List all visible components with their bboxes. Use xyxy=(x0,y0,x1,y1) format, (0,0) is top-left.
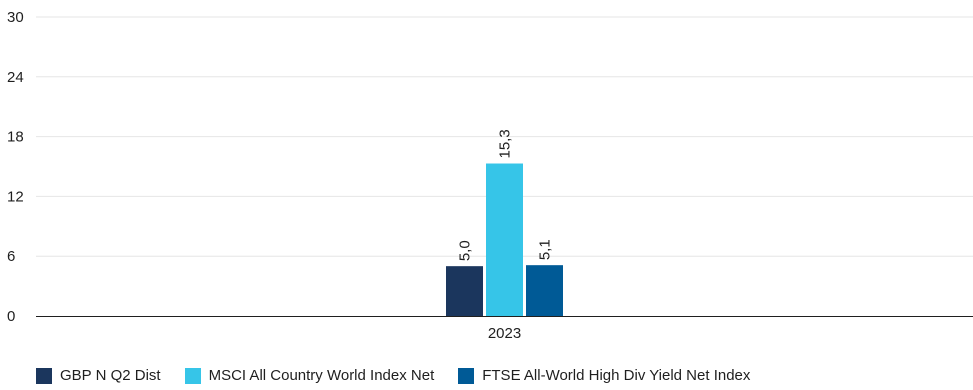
legend-item: MSCI All Country World Index Net xyxy=(184,367,435,384)
legend-item: GBP N Q2 Dist xyxy=(36,367,161,384)
y-axis-ticks: 0 6 12 18 24 30 xyxy=(7,9,24,325)
y-tick-label: 24 xyxy=(7,69,24,86)
bar xyxy=(486,163,523,316)
legend-label: MSCI All Country World Index Net xyxy=(208,367,435,384)
data-label: 5,1 xyxy=(537,239,554,260)
y-tick-label: 30 xyxy=(7,9,24,26)
bar xyxy=(526,265,563,316)
bar xyxy=(446,266,483,316)
y-tick-label: 6 xyxy=(7,248,15,265)
legend: GBP N Q2 Dist MSCI All Country World Inde… xyxy=(36,367,774,384)
legend-swatch xyxy=(184,367,201,384)
legend-swatch xyxy=(458,367,475,384)
y-tick-label: 0 xyxy=(7,308,15,325)
y-tick-label: 12 xyxy=(7,188,24,205)
legend-label: GBP N Q2 Dist xyxy=(60,367,161,384)
legend-swatch xyxy=(36,367,52,384)
bars xyxy=(446,163,563,316)
gridlines xyxy=(36,16,973,257)
y-tick-label: 18 xyxy=(7,129,24,146)
x-axis-ticks: 2023 xyxy=(488,325,521,342)
x-tick-label: 2023 xyxy=(488,325,521,342)
data-label: 5,0 xyxy=(457,240,474,261)
data-labels: 5,0 15,3 5,1 xyxy=(457,129,554,261)
data-label: 15,3 xyxy=(497,129,514,158)
legend-item: FTSE All-World High Div Yield Net Index xyxy=(458,367,750,384)
legend-label: FTSE All-World High Div Yield Net Index xyxy=(482,367,751,384)
